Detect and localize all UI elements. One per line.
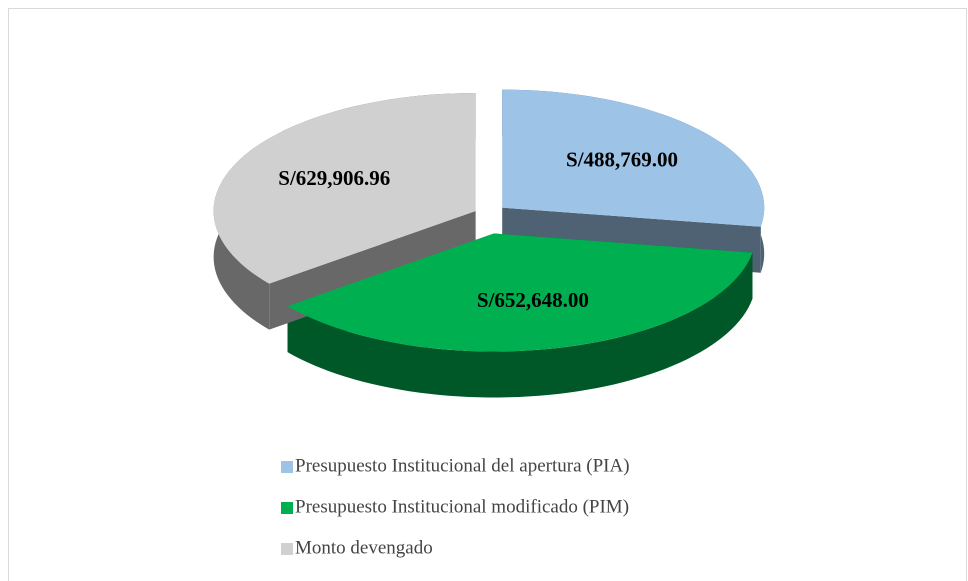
- legend-label: Presupuesto Institucional modificado (PI…: [295, 496, 629, 517]
- legend: Presupuesto Institucional del apertura (…: [281, 455, 630, 558]
- legend-label: Monto devengado: [295, 537, 433, 558]
- pie-tops: [213, 89, 765, 352]
- data-labels: S/488,769.00 S/652,648.00 S/629,906.96: [278, 148, 678, 312]
- slice-side: [287, 252, 753, 398]
- legend-label: Presupuesto Institucional del apertura (…: [295, 455, 630, 476]
- pie-slice: [287, 233, 753, 352]
- data-label: S/488,769.00: [566, 148, 678, 172]
- data-label: S/652,648.00: [477, 288, 589, 312]
- legend-swatch: [281, 461, 293, 473]
- pie-slice: [213, 92, 476, 284]
- data-label: S/629,906.96: [278, 166, 390, 190]
- pie-slice: [502, 89, 765, 227]
- legend-swatch: [281, 502, 293, 514]
- legend-swatch: [281, 543, 293, 555]
